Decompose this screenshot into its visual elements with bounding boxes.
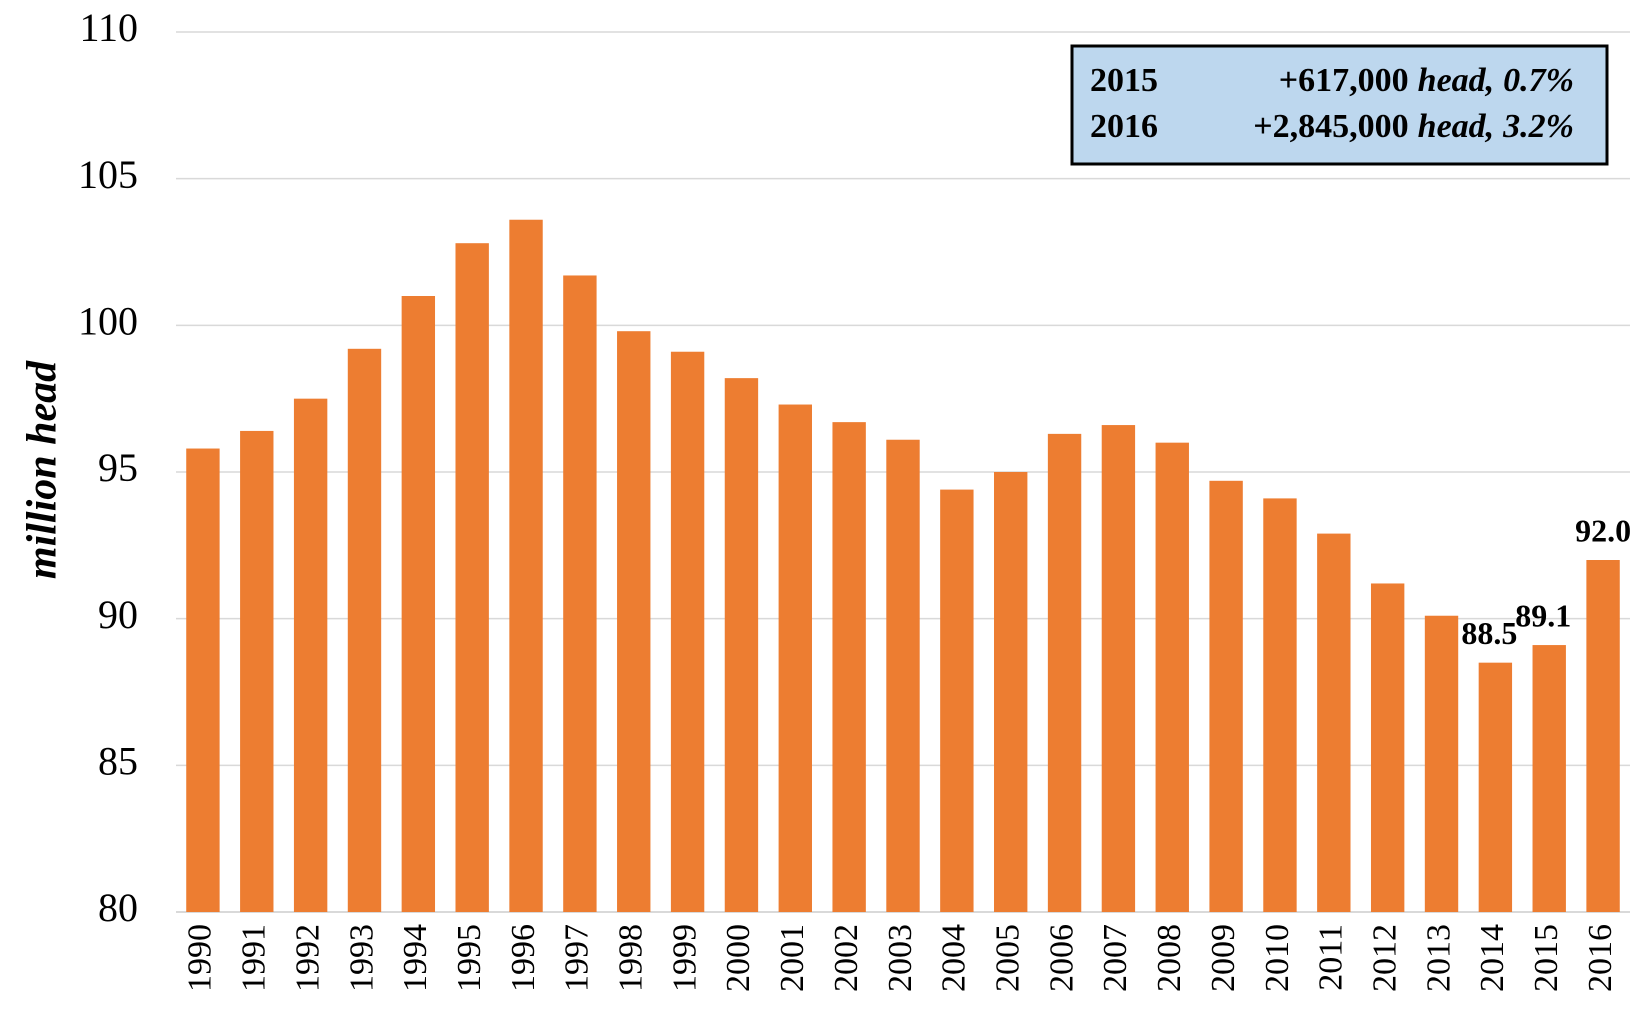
- x-tick-label: 1991: [236, 924, 273, 992]
- x-tick-label: 2004: [936, 924, 973, 992]
- bar: [186, 448, 220, 912]
- annotation-year: 2016: [1090, 108, 1158, 145]
- x-tick-label: 2016: [1582, 924, 1619, 992]
- value-label: 92.0: [1575, 512, 1631, 548]
- annotation-change: +617,000: [1279, 62, 1409, 99]
- bar: [455, 243, 489, 912]
- bar: [670, 351, 705, 912]
- bar: [724, 378, 759, 913]
- bar: [617, 331, 651, 912]
- x-tick-label: 2011: [1313, 924, 1350, 991]
- x-tick-label: 1993: [343, 924, 380, 992]
- x-tick-label: 2013: [1420, 924, 1457, 992]
- value-label: 88.5: [1461, 615, 1517, 651]
- x-tick-label: 2005: [990, 924, 1027, 992]
- annotation-box: [1070, 44, 1609, 166]
- x-tick-label: 1994: [397, 924, 434, 992]
- bar: [1101, 425, 1136, 912]
- bar: [1047, 433, 1082, 912]
- bar: [1478, 662, 1513, 912]
- annotation-year: 2015: [1090, 62, 1158, 99]
- x-tick-label: 2006: [1043, 924, 1080, 992]
- y-tick-label: 90: [98, 592, 138, 637]
- bar: [509, 219, 543, 912]
- y-tick-label: 85: [98, 739, 138, 784]
- x-tick-label: 1998: [613, 924, 650, 992]
- x-tick-label: 2008: [1151, 924, 1188, 992]
- bar: [940, 489, 974, 912]
- x-tick-label: 1995: [451, 924, 488, 992]
- bar: [778, 404, 812, 912]
- bar: [347, 348, 382, 912]
- bar: [1532, 645, 1566, 912]
- bar: [1155, 442, 1189, 912]
- bar: [1263, 498, 1297, 912]
- annotation-pct: 3.2%: [1502, 108, 1574, 145]
- x-tick-label: 2007: [1097, 924, 1134, 992]
- x-tick-label: 2014: [1474, 924, 1511, 992]
- x-tick-label: 2010: [1259, 924, 1296, 992]
- x-tick-label: 2003: [882, 924, 919, 992]
- y-tick-label: 110: [79, 5, 138, 50]
- bar: [401, 296, 436, 912]
- x-tick-label: 1999: [666, 924, 703, 992]
- x-tick-label: 1996: [505, 924, 542, 992]
- x-tick-label: 2000: [720, 924, 757, 992]
- annotation-text: +2,845,000 head, 3.2%: [1253, 108, 1574, 145]
- bar: [1209, 480, 1243, 912]
- x-tick-label: 2001: [774, 924, 811, 992]
- y-axis-label: million head: [20, 360, 66, 579]
- bar: [240, 430, 274, 912]
- bar: [1317, 533, 1351, 912]
- y-tick-label: 80: [98, 885, 138, 930]
- bar: [994, 472, 1028, 912]
- y-tick-label: 95: [98, 445, 138, 490]
- x-tick-label: 2012: [1366, 924, 1403, 992]
- y-tick-label: 100: [78, 299, 138, 344]
- x-tick-label: 2015: [1528, 924, 1565, 992]
- annotation-pct: 0.7%: [1503, 62, 1574, 99]
- value-label: 89.1: [1515, 597, 1571, 633]
- bar: [563, 275, 597, 912]
- annotation-text: +617,000 head, 0.7%: [1279, 62, 1574, 99]
- annotation-unit: head,: [1418, 108, 1495, 145]
- x-tick-label: 2002: [828, 924, 865, 992]
- bar: [293, 398, 328, 913]
- x-tick-label: 1997: [559, 924, 596, 992]
- bar: [1370, 583, 1405, 912]
- bar: [1424, 615, 1459, 912]
- x-tick-label: 2009: [1205, 924, 1242, 992]
- y-tick-label: 105: [78, 152, 138, 197]
- bar: [886, 439, 920, 912]
- bar: [832, 422, 866, 912]
- annotation-unit: head,: [1418, 62, 1495, 99]
- annotation-change: +2,845,000: [1253, 108, 1408, 145]
- x-tick-label: 1990: [182, 924, 219, 992]
- x-tick-label: 1992: [289, 924, 326, 992]
- bar: [1586, 560, 1620, 912]
